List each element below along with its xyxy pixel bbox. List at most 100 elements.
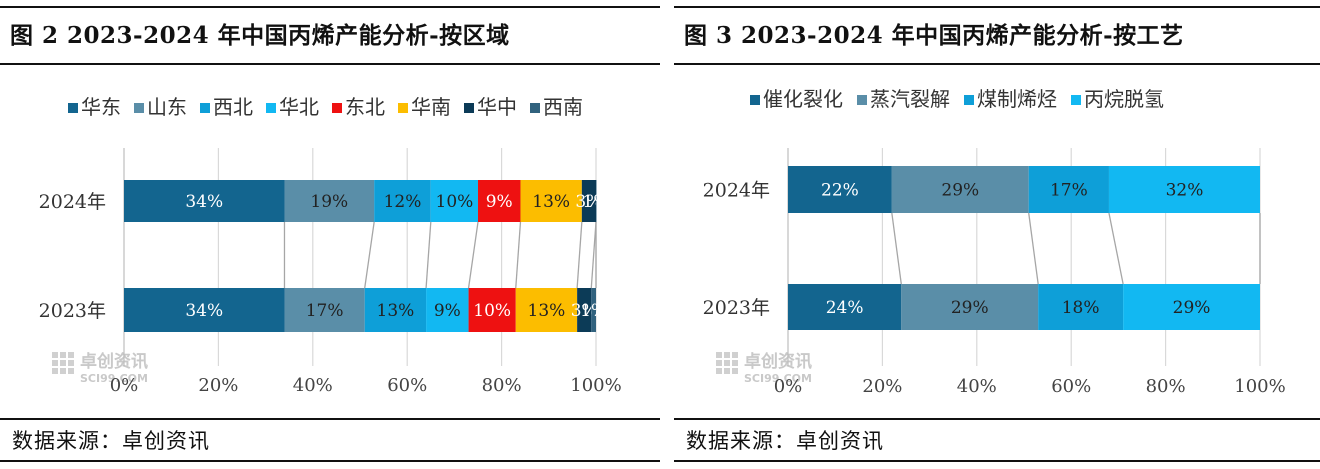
category-label: 2024年 xyxy=(39,191,106,213)
data-label: 9% xyxy=(486,192,513,212)
data-label: 29% xyxy=(941,181,979,201)
bar-segment xyxy=(1028,166,1109,213)
data-label: 10% xyxy=(436,192,474,212)
bar-segment xyxy=(430,180,478,222)
data-label: 32% xyxy=(1166,181,1204,201)
data-label: 1% xyxy=(583,192,610,212)
bar-segment xyxy=(1038,284,1124,330)
bar-segment xyxy=(591,288,596,332)
bar-segment xyxy=(596,180,597,222)
bar-segment xyxy=(284,288,365,332)
x-tick-label: 40% xyxy=(957,376,997,397)
series-line xyxy=(467,221,479,289)
legend-label: 山东 xyxy=(147,95,187,119)
data-label: 17% xyxy=(1050,181,1088,201)
bar-segment xyxy=(891,166,1029,213)
bottom-rule xyxy=(674,460,1320,462)
bar-segment xyxy=(124,288,285,332)
x-tick-label: 60% xyxy=(1051,376,1091,397)
watermark-square xyxy=(60,368,66,374)
chart-panel-process: 图 3 2023-2024 年中国丙烯产能分析-按工艺 卓创资讯 SCI99.CO… xyxy=(674,0,1320,469)
data-label: 18% xyxy=(1062,298,1100,318)
x-tick-label: 100% xyxy=(1234,376,1285,397)
x-tick-label: 80% xyxy=(1146,376,1186,397)
watermark-square xyxy=(68,360,74,366)
legend-label: 西南 xyxy=(543,95,583,119)
title-rule xyxy=(0,63,660,65)
legend-swatch xyxy=(398,103,408,113)
watermark-square xyxy=(52,360,58,366)
data-label: 34% xyxy=(185,192,223,212)
watermark-square xyxy=(724,368,730,374)
x-tick-label: 60% xyxy=(387,375,427,396)
bar-segment xyxy=(577,288,592,332)
series-line xyxy=(1108,212,1124,285)
x-tick-label: 40% xyxy=(293,375,333,396)
data-label: 34% xyxy=(185,301,223,321)
legend-swatch xyxy=(750,95,760,105)
data-label: 19% xyxy=(310,192,348,212)
bar-segment xyxy=(520,180,582,222)
legend-label: 蒸汽裂解 xyxy=(870,87,950,111)
data-label: 9% xyxy=(434,301,461,321)
category-label: 2023年 xyxy=(703,297,770,319)
legend-label: 东北 xyxy=(345,95,385,119)
legend-swatch xyxy=(266,103,276,113)
legend-swatch xyxy=(464,103,474,113)
legend-swatch xyxy=(964,95,974,105)
legend-label: 催化裂化 xyxy=(763,87,843,111)
category-label: 2023年 xyxy=(39,300,106,322)
data-label: 10% xyxy=(473,301,511,321)
source-note: 数据来源：卓创资讯 xyxy=(686,429,884,453)
x-tick-label: 80% xyxy=(482,375,522,396)
watermark-square xyxy=(724,360,730,366)
watermark-square xyxy=(732,360,738,366)
watermark-text-en: SCI99.COM xyxy=(744,372,812,385)
bar-segment xyxy=(581,180,596,222)
watermark-square xyxy=(60,352,66,358)
data-label: 24% xyxy=(826,298,864,318)
chart-panel-region: 图 2 2023-2024 年中国丙烯产能分析-按区域 卓创资讯 SCI99.CO… xyxy=(0,6,660,462)
top-rule xyxy=(0,6,660,8)
bar-segment xyxy=(468,288,516,332)
data-label: 29% xyxy=(951,298,989,318)
legend-label: 华南 xyxy=(411,95,451,119)
source-rule xyxy=(0,418,660,420)
watermark-square xyxy=(60,360,66,366)
legend-label: 丙烷脱氢 xyxy=(1084,87,1164,111)
legend: 催化裂化 蒸汽裂解 煤制烯烃 丙烷脱氢 xyxy=(750,87,1164,111)
watermark-square xyxy=(716,368,722,374)
source-rule xyxy=(674,418,1320,420)
watermark-text-en: SCI99.COM xyxy=(80,372,148,385)
data-label: 29% xyxy=(1173,298,1211,318)
x-tick-label: 0% xyxy=(774,376,803,397)
legend-label: 西北 xyxy=(213,95,253,119)
bar-segment xyxy=(478,180,521,222)
bar-segment xyxy=(124,180,285,222)
chart-title: 图 3 2023-2024 年中国丙烯产能分析-按工艺 xyxy=(684,22,1184,49)
source-note: 数据来源：卓创资讯 xyxy=(12,429,210,453)
top-rule xyxy=(674,6,1320,8)
legend-label: 华中 xyxy=(477,95,517,119)
bar-segment xyxy=(515,288,578,332)
series-line xyxy=(891,212,902,285)
watermark-square xyxy=(716,352,722,358)
x-tick-label: 20% xyxy=(198,375,238,396)
bar-segment xyxy=(374,180,431,222)
bar-segment xyxy=(426,288,469,332)
series-line xyxy=(1028,212,1039,285)
legend-swatch xyxy=(68,103,78,113)
watermark-square xyxy=(68,368,74,374)
bar-segment xyxy=(901,284,1039,330)
data-label: 12% xyxy=(384,192,422,212)
legend-swatch xyxy=(857,95,867,105)
legend-label: 煤制烯烃 xyxy=(977,87,1057,111)
legend-swatch xyxy=(134,103,144,113)
data-label: 3% xyxy=(575,192,602,212)
bar-segment xyxy=(1123,284,1260,330)
data-label: 17% xyxy=(306,301,344,321)
data-label: 13% xyxy=(532,192,570,212)
